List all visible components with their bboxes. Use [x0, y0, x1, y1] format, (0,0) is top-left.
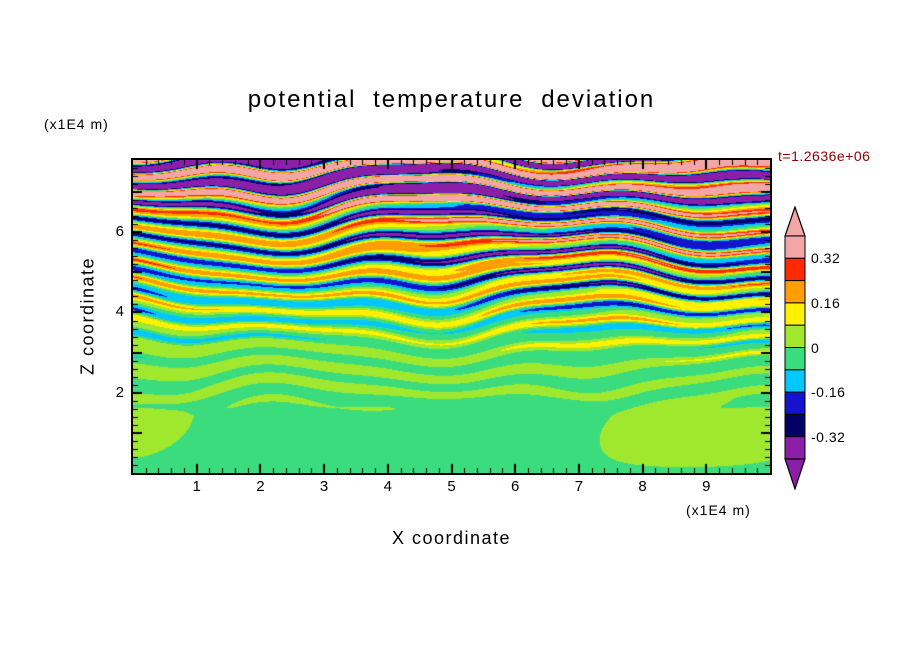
x-axis-units-label: (x1E4 m)	[686, 502, 751, 518]
x-tick-label: 6	[511, 478, 520, 495]
colorbar-band	[784, 369, 806, 393]
colorbar-band	[784, 436, 806, 460]
x-tick-label: 3	[319, 478, 329, 495]
plot-title: potential temperature deviation	[247, 86, 656, 113]
time-label: t=1.2636e+06	[778, 148, 871, 164]
y-tick-label: 2	[115, 383, 124, 401]
x-tick-label: 8	[638, 478, 647, 495]
colorbar-arrow-low	[784, 458, 806, 490]
x-axis-title: X coordinate	[391, 528, 512, 548]
colorbar-band	[784, 280, 806, 304]
colorbar-band	[784, 257, 806, 282]
x-tick-label: 9	[702, 478, 711, 495]
x-tick-label: 1	[192, 478, 201, 495]
colorbar-level-label: 0	[811, 340, 820, 356]
colorbar-level-label: 0.16	[811, 295, 841, 311]
colorbar-band	[784, 413, 806, 438]
y-tick-label: 6	[115, 223, 124, 241]
colorbar	[784, 206, 806, 490]
x-tick-label: 5	[447, 478, 456, 495]
colorbar-level-label: -0.32	[811, 429, 846, 445]
x-tick-label: 2	[256, 478, 265, 495]
colorbar-arrow-high	[784, 206, 806, 237]
y-tick-label: 4	[115, 303, 124, 321]
x-tick-labels: 1 2 3 4 5 6 7 8 9	[133, 478, 770, 498]
colorbar-level-label: 0.32	[811, 250, 841, 266]
x-tick-label: 7	[574, 478, 584, 495]
x-tick-label: 4	[383, 478, 392, 495]
field-canvas	[131, 158, 772, 475]
colorbar-band	[784, 347, 806, 371]
colorbar-band	[784, 302, 806, 326]
colorbar-band	[784, 235, 806, 259]
colorbar-level-label: -0.16	[811, 384, 846, 400]
colorbar-band	[784, 324, 806, 348]
y-axis-units-label: (x1E4 m)	[44, 116, 109, 132]
colorbar-band	[784, 391, 806, 415]
y-tick-labels: 2 4 6	[90, 160, 124, 473]
